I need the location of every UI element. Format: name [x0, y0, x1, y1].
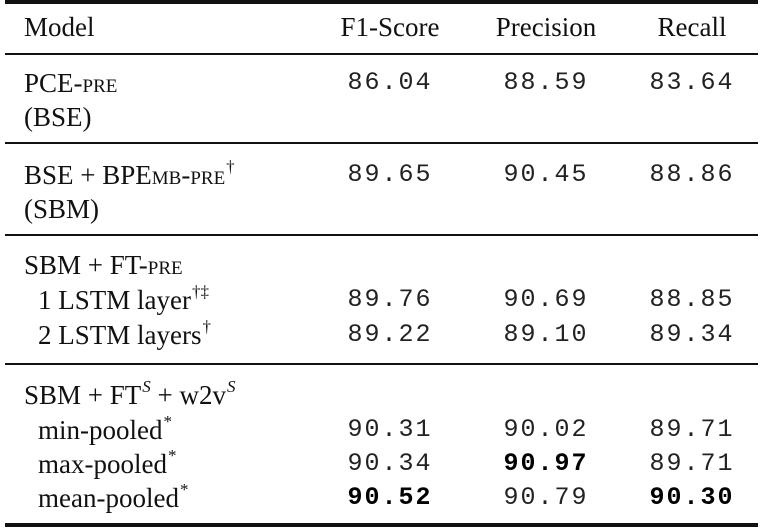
asterisk-footnote-mark: *: [163, 412, 172, 431]
footnote-mark: †: [202, 317, 211, 336]
model-name-prefix: PCE-: [24, 68, 83, 98]
variant-label: min-pooled: [38, 415, 163, 445]
precision-value: 90.45: [503, 160, 589, 189]
dagger-footnote-mark: †: [226, 157, 235, 176]
footnote-mark: †‡: [191, 282, 209, 301]
table-row: BSE + BPEmb-pre† 89.65 90.45 88.86: [0, 158, 763, 192]
section-title: SBM + FT-pre: [24, 248, 183, 282]
table-row: 2 LSTM layers† 89.22 89.10 89.34: [0, 318, 763, 352]
section-rule: [5, 142, 758, 144]
precision-value: 90.79: [503, 483, 589, 512]
model-variant: min-pooled*: [38, 413, 172, 447]
table-row: PCE-pre 86.04 88.59 83.64: [0, 66, 763, 100]
asterisk-footnote-mark: *: [179, 480, 189, 499]
header-f1-score: F1-Score: [340, 12, 440, 42]
variant-label: max-pooled: [38, 449, 167, 479]
table-row: (BSE): [0, 100, 763, 134]
model-variant: 2 LSTM layers†: [38, 318, 211, 352]
model-variant: mean-pooled*: [38, 481, 188, 515]
section-title: SBM + FTS + w2vS: [24, 378, 236, 412]
table-row: (SBM): [0, 192, 763, 226]
model-variant: max-pooled*: [38, 447, 176, 481]
model-alias: (SBM): [24, 194, 100, 224]
f1-value-best: 90.52: [347, 483, 433, 512]
recall-value: 88.85: [649, 285, 735, 314]
section-rule: [5, 234, 758, 236]
model-name: BSE + BPEmb-pre†: [24, 158, 235, 192]
header-model: Model: [24, 12, 95, 42]
model-name-smallcaps: pre: [82, 68, 118, 98]
section-title-smallcaps: pre: [147, 250, 183, 280]
recall-value: 83.64: [649, 68, 735, 97]
top-rule: [5, 0, 758, 4]
table-row: 1 LSTM layer†‡ 89.76 90.69 88.85: [0, 283, 763, 317]
f1-value: 89.76: [347, 285, 433, 314]
header-rule: [5, 53, 758, 55]
recall-value: 89.71: [649, 415, 735, 444]
table-row: max-pooled* 90.34 90.97 89.71: [0, 447, 763, 481]
header-precision: Precision: [495, 12, 597, 42]
model-name: PCE-pre: [24, 66, 117, 100]
f1-value: 86.04: [347, 68, 433, 97]
precision-value: 90.69: [503, 285, 589, 314]
variant-label: mean-pooled: [38, 483, 179, 513]
recall-value: 88.86: [649, 160, 735, 189]
model-name-prefix: BSE + BPE: [24, 160, 152, 190]
table-row: mean-pooled* 90.52 90.79 90.30: [0, 481, 763, 515]
precision-value: 88.59: [503, 68, 589, 97]
model-variant: 1 LSTM layer†‡: [38, 283, 209, 317]
f1-value: 90.31: [347, 415, 433, 444]
f1-value: 90.34: [347, 449, 433, 478]
bottom-rule: [5, 523, 758, 527]
f1-value: 89.65: [347, 160, 433, 189]
model-alias: (BSE): [24, 102, 92, 132]
recall-value-best: 90.30: [649, 483, 735, 512]
f1-value: 89.22: [347, 320, 433, 349]
table-row: min-pooled* 90.31 90.02 89.71: [0, 413, 763, 447]
section-title-prefix: SBM + FT-: [24, 250, 148, 280]
section-rule: [5, 363, 758, 365]
model-name-smallcaps: mb-pre: [151, 160, 226, 190]
precision-value-best: 90.97: [503, 449, 589, 478]
superscript-s: S: [142, 377, 151, 396]
precision-value: 89.10: [503, 320, 589, 349]
superscript-s: S: [227, 377, 236, 396]
section-title-row: SBM + FTS + w2vS: [0, 378, 763, 412]
section-title-row: SBM + FT-pre: [0, 248, 763, 282]
variant-label: 2 LSTM layers: [38, 320, 202, 350]
recall-value: 89.34: [649, 320, 735, 349]
section-title-part1: SBM + FT: [24, 380, 142, 410]
precision-value: 90.02: [503, 415, 589, 444]
asterisk-footnote-mark: *: [167, 446, 177, 465]
header-recall: Recall: [657, 12, 727, 42]
variant-label: 1 LSTM layer: [38, 285, 191, 315]
section-title-part2: + w2v: [150, 380, 227, 410]
recall-value: 89.71: [649, 449, 735, 478]
